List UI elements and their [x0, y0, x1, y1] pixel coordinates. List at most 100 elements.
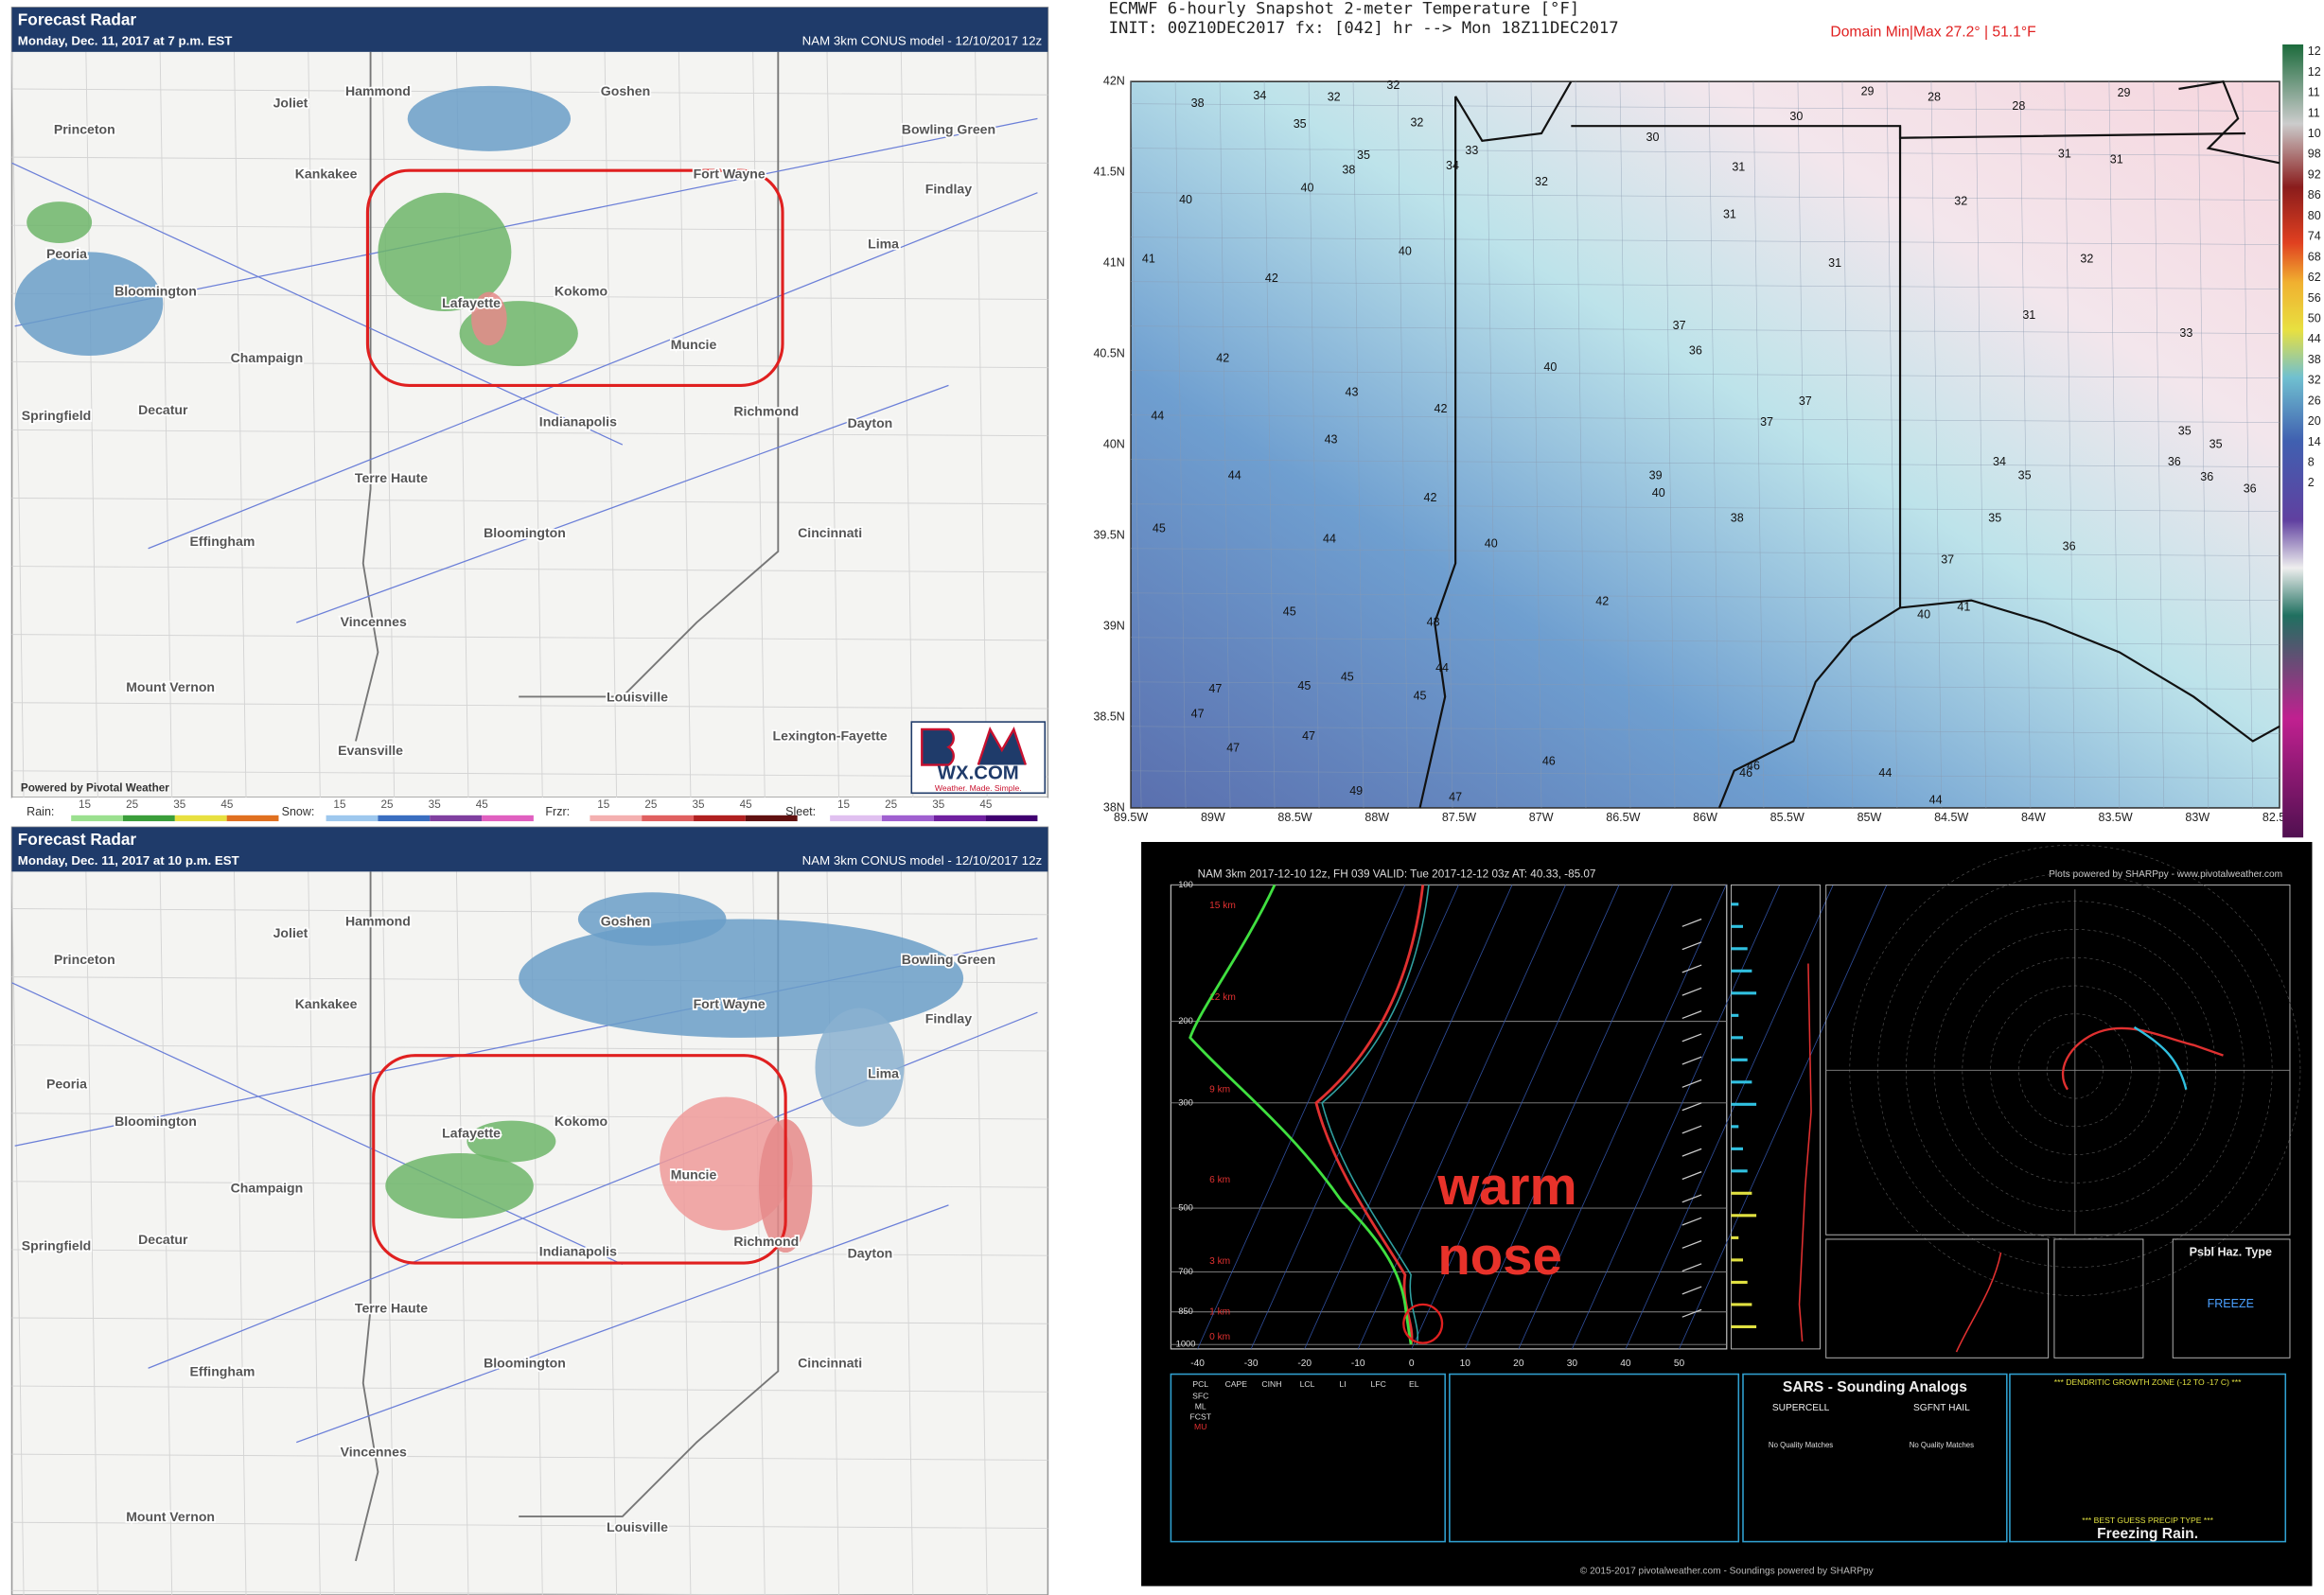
lon-label: 85.5W: [1770, 811, 1805, 824]
wind-barb: [1681, 1033, 1702, 1043]
road: [14, 117, 1038, 327]
legend-tick: 25: [381, 798, 395, 811]
city-label: Vincennes: [341, 614, 407, 629]
table-row: SFC: [1192, 1391, 1208, 1400]
legend-swatch: [881, 815, 934, 822]
city-label: Peoria: [46, 1077, 87, 1092]
station-value: 37: [1760, 415, 1773, 429]
temperature-profile: [1314, 885, 1425, 1345]
station-value: 31: [1828, 256, 1841, 270]
city-label: Peoria: [46, 246, 87, 261]
table-frame: [1449, 1373, 1740, 1543]
station-value: 40: [1652, 486, 1665, 500]
city-label: Hammond: [345, 913, 411, 928]
legend-tick: 15: [837, 798, 851, 811]
county-line: [11, 1249, 1048, 1256]
colorbar: [2282, 44, 2304, 838]
county-line: [308, 51, 321, 798]
panel-title: Forecast Radar: [18, 830, 137, 849]
city-label: Joliet: [273, 925, 308, 940]
precip-area: [378, 192, 512, 312]
station-value: 40: [1179, 193, 1192, 206]
county-line: [1131, 325, 2280, 334]
lat-label: 41.5N: [1093, 165, 1124, 178]
state-border: [1899, 599, 2280, 743]
colorbar-label: 92: [2308, 167, 2321, 181]
legend-swatch: [694, 815, 746, 822]
isotherm: [1572, 885, 1781, 1350]
highlight-box: [372, 1054, 787, 1265]
lon-label: 87.5W: [1442, 811, 1476, 824]
county-line: [85, 51, 98, 798]
wind-barb: [1681, 1010, 1702, 1020]
road: [11, 982, 624, 1266]
isotherm: [1411, 885, 1620, 1350]
station-value: 40: [1399, 245, 1412, 258]
station-value: 38: [1731, 512, 1744, 525]
city-label: Champaign: [231, 1180, 304, 1195]
state-border: [2178, 79, 2280, 165]
table-row: MU: [1194, 1422, 1206, 1431]
county-line: [2242, 81, 2254, 808]
hodograph: [2061, 1026, 2224, 1091]
station-value: 35: [2210, 437, 2223, 450]
station-value: 37: [1673, 319, 1686, 332]
table-col: CAPE: [1225, 1379, 1248, 1389]
county-line: [900, 51, 914, 798]
station-value: 45: [1414, 690, 1427, 703]
colorbar-label: 10: [2308, 127, 2321, 140]
city-label: Louisville: [607, 1519, 668, 1534]
county-line: [1797, 81, 1809, 808]
colorbar-label: 2: [2308, 476, 2315, 489]
station-value: 32: [1328, 91, 1341, 104]
lat-label: 38.5N: [1093, 710, 1124, 723]
station-value: 41: [1142, 253, 1155, 266]
hazard-value: FREEZE: [2208, 1297, 2254, 1310]
station-value: 45: [1341, 670, 1354, 683]
table-frame: [1742, 1373, 2008, 1543]
legend-swatch: [590, 815, 643, 822]
station-value: 32: [2080, 253, 2093, 266]
station-value: 44: [1151, 410, 1164, 423]
city-label: Hammond: [345, 83, 411, 98]
legend-tick: 15: [333, 798, 346, 811]
legend-swatch: [430, 815, 483, 822]
county-line: [455, 871, 469, 1595]
county-line: [11, 1385, 1048, 1393]
table-col: LI: [1339, 1379, 1346, 1389]
station-value: 44: [1435, 661, 1449, 675]
legend-swatch: [123, 815, 175, 822]
station-value: 31: [1723, 208, 1736, 221]
county-line: [1752, 81, 1765, 808]
county-line: [2153, 81, 2165, 808]
city-label: Findlay: [925, 1011, 972, 1026]
lon-label: 83.5W: [2099, 811, 2133, 824]
height-label: 1 km: [1209, 1306, 1230, 1317]
sars-col: SGFNT HAIL: [1913, 1403, 1970, 1413]
county-line: [11, 1317, 1048, 1324]
station-value: 29: [2118, 86, 2131, 99]
county-line: [11, 498, 1048, 505]
county-line: [1131, 681, 2280, 690]
county-line: [381, 51, 396, 798]
city-label: Richmond: [733, 1234, 799, 1249]
county-line: [381, 871, 396, 1595]
station-value: 47: [1302, 729, 1315, 743]
city-label: Kankakee: [295, 167, 358, 182]
lat-label: 40N: [1103, 437, 1125, 450]
height-label: 6 km: [1209, 1175, 1230, 1185]
station-value: 42: [1595, 594, 1609, 607]
colorbar-label: 12: [2308, 44, 2321, 58]
county-line: [975, 51, 988, 798]
city-label: Springfield: [22, 1237, 92, 1253]
wind-barb: [1681, 987, 1702, 996]
station-value: 37: [1941, 553, 1954, 567]
city-label: Fort Wayne: [694, 996, 766, 1011]
pressure-label: 300: [1178, 1096, 1193, 1107]
panel-model: NAM 3km CONUS model - 12/10/2017 12z: [802, 33, 1042, 47]
wind-barb: [1681, 1078, 1702, 1088]
theta-panel: [1730, 884, 1821, 1350]
city-label: Fort Wayne: [694, 167, 766, 182]
station-value: 42: [1265, 272, 1278, 285]
legend-tick: 35: [173, 798, 186, 811]
